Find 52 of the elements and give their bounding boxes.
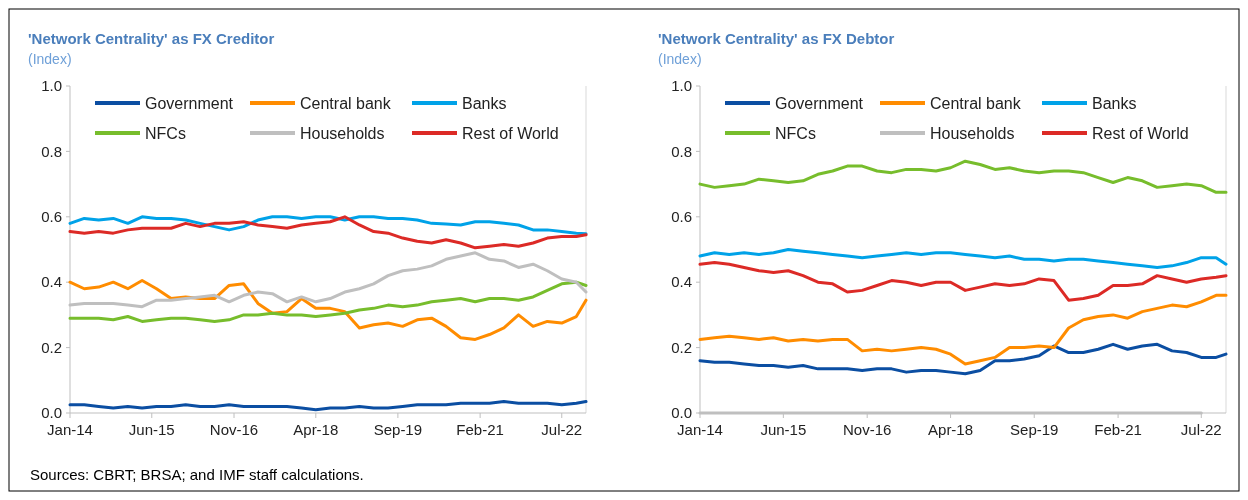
x-tick-label: Jul-22: [541, 421, 583, 438]
legend-label: Banks: [462, 94, 507, 112]
line-series: [68, 215, 588, 236]
line-series: [698, 261, 1228, 302]
chart-title: 'Network Centrality' as FX Creditor: [28, 30, 275, 47]
y-tick-label: 1.0: [671, 77, 692, 95]
legend-label: Banks: [1092, 94, 1137, 112]
chart-subtitle: (Index): [658, 51, 702, 67]
y-tick-label: 0.2: [671, 338, 692, 356]
x-tick-label: Sep-19: [373, 421, 423, 438]
y-tick-label: 0.6: [671, 208, 692, 226]
x-tick-label: Jul-22: [1180, 421, 1222, 438]
y-tick-label: 0.4: [671, 273, 692, 291]
x-tick-label: Feb-21: [456, 421, 504, 438]
x-tick-label: Sep-19: [1010, 421, 1059, 438]
line-series: [698, 159, 1228, 194]
x-tick-label: Jun-15: [128, 421, 175, 438]
line-series: [68, 279, 588, 341]
legend-label: Government: [145, 94, 234, 112]
x-tick-label: Jan-14: [47, 421, 93, 438]
line-series: [68, 215, 588, 250]
y-tick-label: 0.0: [671, 404, 692, 422]
y-tick-label: 0.8: [41, 142, 62, 160]
x-tick-label: Jun-15: [760, 421, 807, 438]
legend-label: NFCs: [145, 124, 186, 142]
line-series: [698, 248, 1228, 269]
legend-label: Rest of World: [462, 124, 559, 142]
y-tick-label: 0.4: [41, 273, 62, 291]
x-tick-label: Nov-16: [843, 421, 892, 438]
legend-label: Central bank: [300, 94, 392, 112]
source-note: Sources: CBRT; BRSA; and IMF staff calculations.: [30, 466, 364, 483]
legend-label: Government: [775, 94, 864, 112]
x-tick-label: Apr-18: [293, 421, 339, 438]
y-tick-label: 1.0: [41, 77, 62, 95]
legend-label: Households: [300, 124, 385, 142]
line-series: [68, 280, 588, 323]
x-tick-label: Jan-14: [677, 421, 723, 438]
legend-label: Households: [930, 124, 1015, 142]
x-tick-label: Apr-18: [928, 421, 974, 438]
y-tick-label: 0.6: [41, 208, 62, 226]
y-tick-label: 0.0: [41, 404, 62, 422]
y-tick-label: 0.2: [41, 338, 62, 356]
legend-label: Rest of World: [1092, 124, 1189, 142]
line-series: [698, 342, 1228, 376]
chart-title: 'Network Centrality' as FX Debtor: [658, 30, 895, 47]
x-tick-label: Feb-21: [1094, 421, 1142, 438]
x-tick-label: Nov-16: [209, 421, 259, 438]
legend-label: Central bank: [930, 94, 1022, 112]
chart-subtitle: (Index): [28, 51, 72, 67]
legend-label: NFCs: [775, 124, 816, 142]
line-series: [698, 293, 1228, 366]
y-tick-label: 0.8: [671, 142, 692, 160]
